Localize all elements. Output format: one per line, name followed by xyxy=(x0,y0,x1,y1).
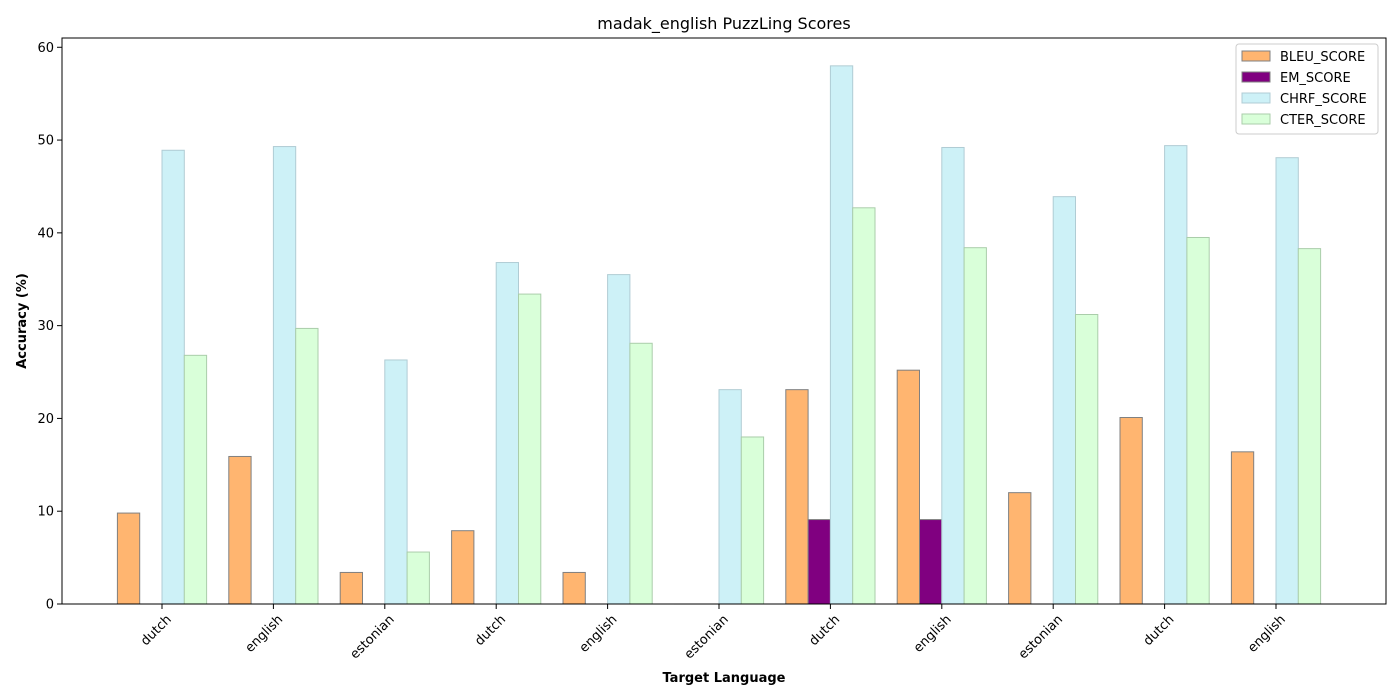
x-axis-title: Target Language xyxy=(662,671,785,686)
bar-cter-score-2 xyxy=(406,551,430,605)
x-axis: dutch english estonian dutch english estonian… xyxy=(138,604,1289,662)
x-tick-label: english xyxy=(1245,612,1289,656)
bar-bleu-score-4 xyxy=(562,571,586,605)
x-tick-label: dutch xyxy=(472,612,509,649)
legend-swatch-chrf-score xyxy=(1241,92,1271,104)
y-tick-label: 0 xyxy=(46,598,54,613)
y-tick-label: 50 xyxy=(37,134,54,149)
legend-swatch-bleu-score xyxy=(1241,50,1271,62)
y-tick-label: 60 xyxy=(37,41,54,56)
legend-swatch-em-score xyxy=(1241,71,1271,83)
bar-cter-score-8 xyxy=(1075,314,1099,605)
bar-cter-score-3 xyxy=(518,293,542,605)
bar-cter-score-9 xyxy=(1186,236,1210,605)
x-tick-label: dutch xyxy=(1141,612,1178,649)
legend-frame xyxy=(1235,43,1379,135)
bar-cter-score-10 xyxy=(1297,248,1322,605)
x-tick-label: dutch xyxy=(806,612,843,649)
bar-chrf-score-10 xyxy=(1275,157,1299,605)
legend-label-chrf-score: CHRF_SCORE xyxy=(1280,92,1367,107)
legend-label-em-score: EM_SCORE xyxy=(1280,71,1351,86)
bars-layer xyxy=(116,65,1322,605)
bar-chrf-score-2 xyxy=(384,359,408,605)
bar-chrf-score-8 xyxy=(1052,196,1076,605)
bar-bleu-score-6 xyxy=(785,389,809,605)
bar-bleu-score-7 xyxy=(896,369,921,605)
y-axis-title: Accuracy (%) xyxy=(15,273,30,369)
bar-chrf-score-6 xyxy=(829,65,854,605)
x-tick-label: english xyxy=(911,612,955,656)
bar-cter-score-6 xyxy=(852,207,876,605)
bar-chrf-score-7 xyxy=(941,146,965,605)
x-tick-label: estonian xyxy=(1016,612,1066,662)
bar-cter-score-0 xyxy=(183,354,208,605)
bar-cter-score-5 xyxy=(740,436,765,605)
bar-bleu-score-2 xyxy=(339,571,364,605)
x-tick-label: dutch xyxy=(138,612,175,649)
y-axis: 0 10 20 30 40 50 60 xyxy=(37,41,62,613)
bar-cter-score-1 xyxy=(295,327,319,605)
legend: BLEU_SCORE EM_SCORE CHRF_SCORE CTER_SCORE xyxy=(1235,43,1379,135)
x-tick-label: estonian xyxy=(348,612,398,662)
bar-chrf-score-4 xyxy=(607,274,631,605)
bar-chrf-score-9 xyxy=(1164,145,1188,605)
y-tick-label: 30 xyxy=(37,319,54,334)
chart-title: madak_english PuzzLing Scores xyxy=(597,14,850,34)
x-tick-label: english xyxy=(243,612,287,656)
bar-chrf-score-0 xyxy=(161,149,185,605)
legend-swatch-cter-score xyxy=(1241,113,1271,125)
bar-em-score-6 xyxy=(807,519,831,605)
bar-chrf-score-5 xyxy=(718,389,742,605)
x-tick-label: english xyxy=(577,612,621,656)
bar-bleu-score-10 xyxy=(1230,451,1255,605)
y-tick-label: 10 xyxy=(37,505,54,520)
bar-bleu-score-8 xyxy=(1008,492,1032,605)
plot-area-frame xyxy=(61,37,1387,605)
bar-cter-score-7 xyxy=(963,247,987,605)
legend-label-bleu-score: BLEU_SCORE xyxy=(1280,50,1365,65)
legend-label-cter-score: CTER_SCORE xyxy=(1280,113,1366,128)
bar-bleu-score-9 xyxy=(1119,417,1143,605)
y-tick-label: 20 xyxy=(37,412,54,427)
bar-cter-score-4 xyxy=(629,342,653,605)
x-tick-label: estonian xyxy=(682,612,732,662)
y-tick-label: 40 xyxy=(37,226,54,241)
bar-bleu-score-3 xyxy=(451,530,475,605)
bar-bleu-score-1 xyxy=(228,455,252,605)
bar-bleu-score-0 xyxy=(116,512,141,605)
bar-chrf-score-1 xyxy=(272,146,297,605)
bar-em-score-7 xyxy=(919,519,943,605)
bar-chrf-score-3 xyxy=(495,262,520,605)
